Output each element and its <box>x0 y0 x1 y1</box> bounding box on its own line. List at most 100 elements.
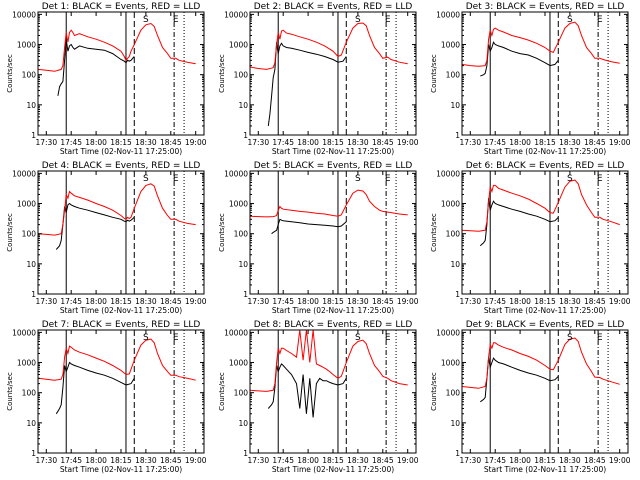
y-axis-label: Counts/sec <box>218 213 226 252</box>
y-tick-label: 100 <box>22 230 37 239</box>
x-tick-label: 18:30 <box>347 138 369 147</box>
series-lld <box>250 330 408 392</box>
x-tick-label: 18:30 <box>559 297 581 306</box>
y-axis-label: Counts/sec <box>218 54 226 93</box>
marker-label: S <box>567 333 573 343</box>
x-tick-label: 17:45 <box>272 138 294 147</box>
series-events <box>271 218 347 235</box>
x-tick-label: 19:00 <box>397 297 419 306</box>
panel-title: Det 7: BLACK = Events, RED = LLD <box>42 320 201 330</box>
x-tick-label: 17:30 <box>35 138 57 147</box>
marker-label: E <box>173 15 179 25</box>
detector-panel: Det 5: BLACK = Events, RED = LLD S E 1 10 100… <box>218 161 419 315</box>
x-tick-label: 18:00 <box>297 297 319 306</box>
x-tick-label: 19:00 <box>397 456 419 465</box>
x-axis-label: Start Time (02-Nov-11 17:25:00) <box>60 147 182 156</box>
y-tick-label: 10000 <box>436 169 460 178</box>
x-tick-label: 17:45 <box>484 456 506 465</box>
marker-label: E <box>597 174 603 184</box>
x-tick-label: 18:15 <box>110 297 132 306</box>
series-lld <box>462 337 620 389</box>
y-tick-label: 1000 <box>441 200 460 209</box>
x-tick-label: 18:00 <box>297 138 319 147</box>
x-tick-label: 19:00 <box>185 456 207 465</box>
y-axis-label: Counts/sec <box>430 372 438 411</box>
y-tick-label: 10000 <box>12 169 36 178</box>
y-tick-label: 10000 <box>436 328 460 337</box>
y-axis-label: Counts/sec <box>6 372 14 411</box>
series-events <box>267 42 347 126</box>
marker-label: S <box>143 333 149 343</box>
y-tick-label: 1000 <box>229 41 248 50</box>
y-tick-label: 10 <box>450 419 460 428</box>
marker-label: S <box>355 15 361 25</box>
y-tick-label: 1000 <box>17 41 36 50</box>
x-tick-label: 18:00 <box>509 456 531 465</box>
x-tick-label: 18:15 <box>110 138 132 147</box>
series-events <box>267 363 347 418</box>
x-tick-label: 18:45 <box>160 456 182 465</box>
marker-label: S <box>567 174 573 184</box>
x-tick-label: 19:00 <box>185 138 207 147</box>
marker-label: E <box>597 333 603 343</box>
x-tick-label: 18:00 <box>509 138 531 147</box>
x-tick-label: 18:45 <box>160 297 182 306</box>
y-tick-label: 10 <box>450 260 460 269</box>
y-tick-label: 1 <box>243 131 248 140</box>
y-tick-label: 10 <box>238 419 248 428</box>
y-tick-label: 1 <box>31 449 36 458</box>
detector-panel: Det 6: BLACK = Events, RED = LLD S E 1 10 100… <box>430 161 631 315</box>
x-tick-label: 18:15 <box>534 138 556 147</box>
x-tick-label: 17:30 <box>247 456 269 465</box>
detector-panel: Det 7: BLACK = Events, RED = LLD S E 1 10 100… <box>6 320 207 474</box>
marker-label: S <box>143 174 149 184</box>
detector-panel: Det 4: BLACK = Events, RED = LLD S E 1 10 100… <box>6 161 207 315</box>
x-tick-label: 18:30 <box>135 456 157 465</box>
y-tick-label: 1 <box>31 131 36 140</box>
y-tick-label: 10 <box>238 260 248 269</box>
x-tick-label: 18:15 <box>322 297 344 306</box>
x-tick-label: 18:15 <box>110 456 132 465</box>
x-tick-label: 18:30 <box>559 138 581 147</box>
marker-label: E <box>385 174 391 184</box>
x-tick-label: 17:45 <box>60 138 82 147</box>
x-tick-label: 17:30 <box>459 138 481 147</box>
detector-panel: Det 8: BLACK = Events, RED = LLD S E 1 10 100… <box>218 320 419 474</box>
x-axis-label: Start Time (02-Nov-11 17:25:00) <box>60 465 182 474</box>
x-axis-label: Start Time (02-Nov-11 17:25:00) <box>272 147 394 156</box>
series-lld <box>250 22 408 70</box>
y-tick-label: 1000 <box>229 200 248 209</box>
x-tick-label: 17:45 <box>272 297 294 306</box>
x-tick-label: 18:00 <box>85 297 107 306</box>
x-tick-label: 19:00 <box>609 297 631 306</box>
x-tick-label: 19:00 <box>185 297 207 306</box>
y-tick-label: 1000 <box>17 200 36 209</box>
x-tick-label: 17:45 <box>60 297 82 306</box>
x-axis-label: Start Time (02-Nov-11 17:25:00) <box>272 465 394 474</box>
y-tick-label: 100 <box>446 389 461 398</box>
x-tick-label: 19:00 <box>397 138 419 147</box>
marker-label: S <box>355 333 361 343</box>
panel-title: Det 4: BLACK = Events, RED = LLD <box>42 161 201 171</box>
x-tick-label: 18:45 <box>160 138 182 147</box>
y-tick-label: 1 <box>455 449 460 458</box>
x-tick-label: 18:30 <box>135 297 157 306</box>
x-tick-label: 18:15 <box>322 138 344 147</box>
series-events <box>480 41 559 77</box>
y-tick-label: 100 <box>234 230 249 239</box>
x-tick-label: 17:30 <box>35 297 57 306</box>
series-events <box>57 39 135 96</box>
y-tick-label: 10 <box>238 101 248 110</box>
y-tick-label: 1 <box>31 290 36 299</box>
y-tick-label: 1 <box>455 131 460 140</box>
detector-panel: Det 1: BLACK = Events, RED = LLD S E 1 10 100… <box>6 2 207 156</box>
x-axis-label: Start Time (02-Nov-11 17:25:00) <box>272 306 394 315</box>
y-tick-label: 100 <box>22 71 37 80</box>
marker-label: S <box>143 15 149 25</box>
y-tick-label: 100 <box>234 389 249 398</box>
y-tick-label: 1000 <box>441 41 460 50</box>
x-tick-label: 18:45 <box>372 138 394 147</box>
x-tick-label: 18:45 <box>584 297 606 306</box>
panel-title: Det 2: BLACK = Events, RED = LLD <box>254 2 413 12</box>
y-axis-label: Counts/sec <box>430 54 438 93</box>
